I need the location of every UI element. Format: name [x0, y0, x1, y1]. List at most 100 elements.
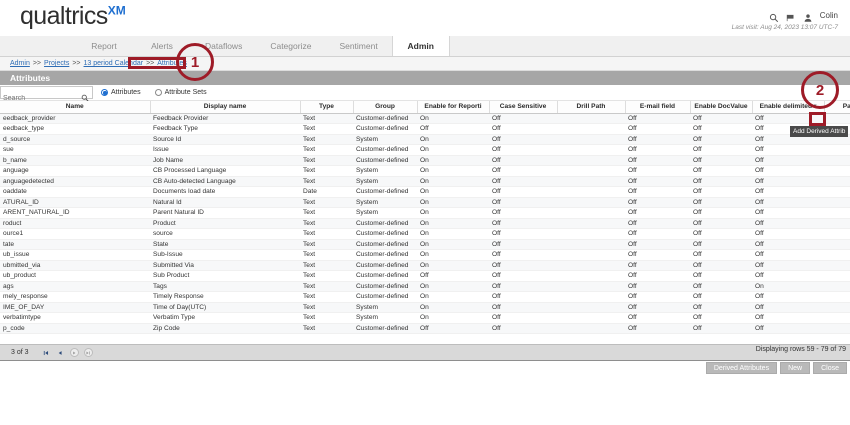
- radio-attribute-sets[interactable]: Attribute Sets: [154, 89, 207, 96]
- table-row[interactable]: eedback_type Feedback Type Text Customer-de…: [0, 123, 850, 135]
- breadcrumb-item-admin[interactable]: Admin: [10, 60, 30, 67]
- column-header-display-name[interactable]: Display name: [150, 101, 301, 114]
- next-page-button[interactable]: [69, 348, 79, 357]
- cell-email-field: Off: [625, 228, 690, 240]
- table-row[interactable]: ATURAL_ID Natural Id Text System On Off Off Off…: [0, 197, 850, 208]
- cell-type: Text: [300, 302, 353, 313]
- cell-name: tate: [0, 239, 150, 250]
- cell-name: ATURAL_ID: [0, 197, 150, 208]
- table-row[interactable]: ub_product Sub Product Text Customer-define…: [0, 270, 850, 282]
- radio-dot-attributes[interactable]: [101, 89, 108, 96]
- table-row[interactable]: ource1 source Text Customer-defined On Off Off…: [0, 228, 850, 240]
- breadcrumb-item-attributes[interactable]: Attributes: [157, 60, 187, 67]
- annotation-number-1: 1: [190, 53, 200, 71]
- tab-report[interactable]: Report: [91, 41, 117, 51]
- user-icon[interactable]: [803, 10, 813, 22]
- table-row[interactable]: anguagedetected CB Auto-detected Language…: [0, 176, 850, 187]
- cell-enable-delimited: Off: [752, 176, 824, 187]
- cell-email-field: Off: [625, 260, 690, 271]
- cell-enable-docvalue: Off: [690, 260, 752, 271]
- cell-drill-path: [557, 186, 625, 198]
- cell-group: Customer-defined: [353, 291, 417, 303]
- cell-case-sensitive: Off: [489, 123, 557, 135]
- column-header-name[interactable]: Name: [0, 101, 151, 114]
- column-header-group[interactable]: Group: [353, 101, 418, 114]
- cell-type: Text: [300, 260, 353, 271]
- user-name[interactable]: Colin: [819, 10, 838, 20]
- cell-parent: [824, 323, 850, 334]
- table-row[interactable]: p_code Zip Code Text Customer-defined Off Off…: [0, 323, 850, 334]
- cell-enable-delimited: On: [752, 281, 824, 292]
- table-row[interactable]: oaddate Documents load date Date Customer-d…: [0, 186, 850, 198]
- cell-enable-docvalue: Off: [690, 134, 752, 145]
- cell-enable-for-reporting: On: [417, 197, 489, 208]
- tab-admin[interactable]: Admin: [391, 36, 450, 56]
- cell-enable-delimited: Off: [752, 207, 824, 219]
- table-row[interactable]: IME_OF_DAY Time of Day(UTC) Text System On Of…: [0, 302, 850, 313]
- column-header-drill-path[interactable]: Drill Path: [557, 101, 626, 114]
- table-row[interactable]: roduct Product Text Customer-defined On Off Of…: [0, 218, 850, 229]
- first-page-button[interactable]: [42, 348, 51, 357]
- table-row[interactable]: tate State Text Customer-defined On Off Off Off…: [0, 239, 850, 250]
- table-row[interactable]: verbatimtype Verbatim Type Text System On Off…: [0, 312, 850, 324]
- cell-enable-for-reporting: On: [417, 155, 489, 166]
- cell-enable-for-reporting: On: [417, 228, 489, 240]
- column-header-email-field[interactable]: E-mail field: [625, 101, 691, 114]
- table-row[interactable]: d_source Source Id Text System On Off Off Off Of…: [0, 134, 850, 145]
- cell-enable-delimited: Off: [752, 228, 824, 240]
- search-input[interactable]: [1, 93, 79, 104]
- column-header-type[interactable]: Type: [300, 101, 354, 114]
- cell-email-field: Off: [625, 291, 690, 303]
- table-row[interactable]: ubmitted_via Submitted Via Text Customer-de…: [0, 260, 850, 271]
- column-header-enable-docvalue[interactable]: Enable DocValue: [690, 101, 753, 114]
- cell-email-field: Off: [625, 197, 690, 208]
- column-header-enable-for-reporting[interactable]: Enable for Reporti: [417, 101, 490, 114]
- table-row[interactable]: b_name Job Name Text Customer-defined On Off O…: [0, 155, 850, 166]
- last-page-button[interactable]: [83, 348, 93, 357]
- cell-enable-docvalue: Off: [690, 176, 752, 187]
- radio-attributes[interactable]: Attributes: [101, 89, 141, 96]
- table-row[interactable]: ub_issue Sub-Issue Text Customer-defined On O…: [0, 249, 850, 261]
- annotation-number-2: 2: [815, 81, 825, 99]
- cell-enable-docvalue: Off: [690, 270, 752, 282]
- flag-icon[interactable]: [786, 10, 796, 22]
- cell-group: Customer-defined: [353, 270, 417, 282]
- tab-sentiment[interactable]: Sentiment: [339, 41, 378, 51]
- search-icon[interactable]: [769, 10, 779, 23]
- cell-display-name: Source Id: [150, 134, 300, 145]
- tab-dataflows[interactable]: Dataflows: [205, 41, 243, 51]
- table-row[interactable]: anguage CB Processed Language Text System On…: [0, 165, 850, 177]
- cell-drill-path: [557, 123, 625, 135]
- search-box[interactable]: [0, 86, 93, 104]
- cell-drill-path: [557, 113, 625, 124]
- breadcrumb-item-projects[interactable]: Projects: [44, 60, 70, 67]
- table-row[interactable]: mely_response Timely Response Text Customer…: [0, 291, 850, 303]
- table-row[interactable]: ARENT_NATURAL_ID Parent Natural ID Text Sys…: [0, 207, 850, 219]
- cell-name: mely_response: [0, 291, 150, 303]
- cell-enable-docvalue: Off: [690, 165, 752, 177]
- cell-parent: [824, 134, 850, 145]
- attributes-table-container[interactable]: Name Display name Type Group Enable for …: [0, 101, 850, 344]
- breadcrumb-item-calendar[interactable]: 13 period Calendar: [83, 60, 144, 67]
- table-row[interactable]: sue Issue Text Customer-defined On Off Off Off O…: [0, 144, 850, 156]
- table-row[interactable]: eedback_provider Feedback Provider Text Cus…: [0, 113, 850, 124]
- close-button[interactable]: Close: [813, 362, 847, 374]
- table-row[interactable]: ags Tags Text Customer-defined On Off Off Off On: [0, 281, 850, 292]
- tab-categorize[interactable]: Categorize: [270, 41, 312, 51]
- cell-display-name: Issue: [150, 144, 300, 156]
- cell-group: Customer-defined: [353, 249, 417, 261]
- prev-page-button[interactable]: [56, 348, 65, 357]
- cell-drill-path: [557, 249, 625, 261]
- column-header-case-sensitive[interactable]: Case Sensitive: [489, 101, 558, 114]
- cell-enable-delimited: Off: [752, 113, 824, 124]
- cell-enable-for-reporting: On: [417, 207, 489, 219]
- new-button[interactable]: New: [780, 362, 811, 374]
- tab-alerts[interactable]: Alerts: [151, 41, 173, 51]
- annotation-marker-2: 2: [801, 71, 839, 109]
- derived-attributes-button[interactable]: Derived Attributes: [705, 362, 778, 374]
- radio-dot-attribute-sets[interactable]: [154, 89, 162, 96]
- cell-drill-path: [557, 291, 625, 303]
- logo-xm-superscript: XM: [107, 3, 126, 18]
- magnifier-icon[interactable]: [81, 89, 89, 102]
